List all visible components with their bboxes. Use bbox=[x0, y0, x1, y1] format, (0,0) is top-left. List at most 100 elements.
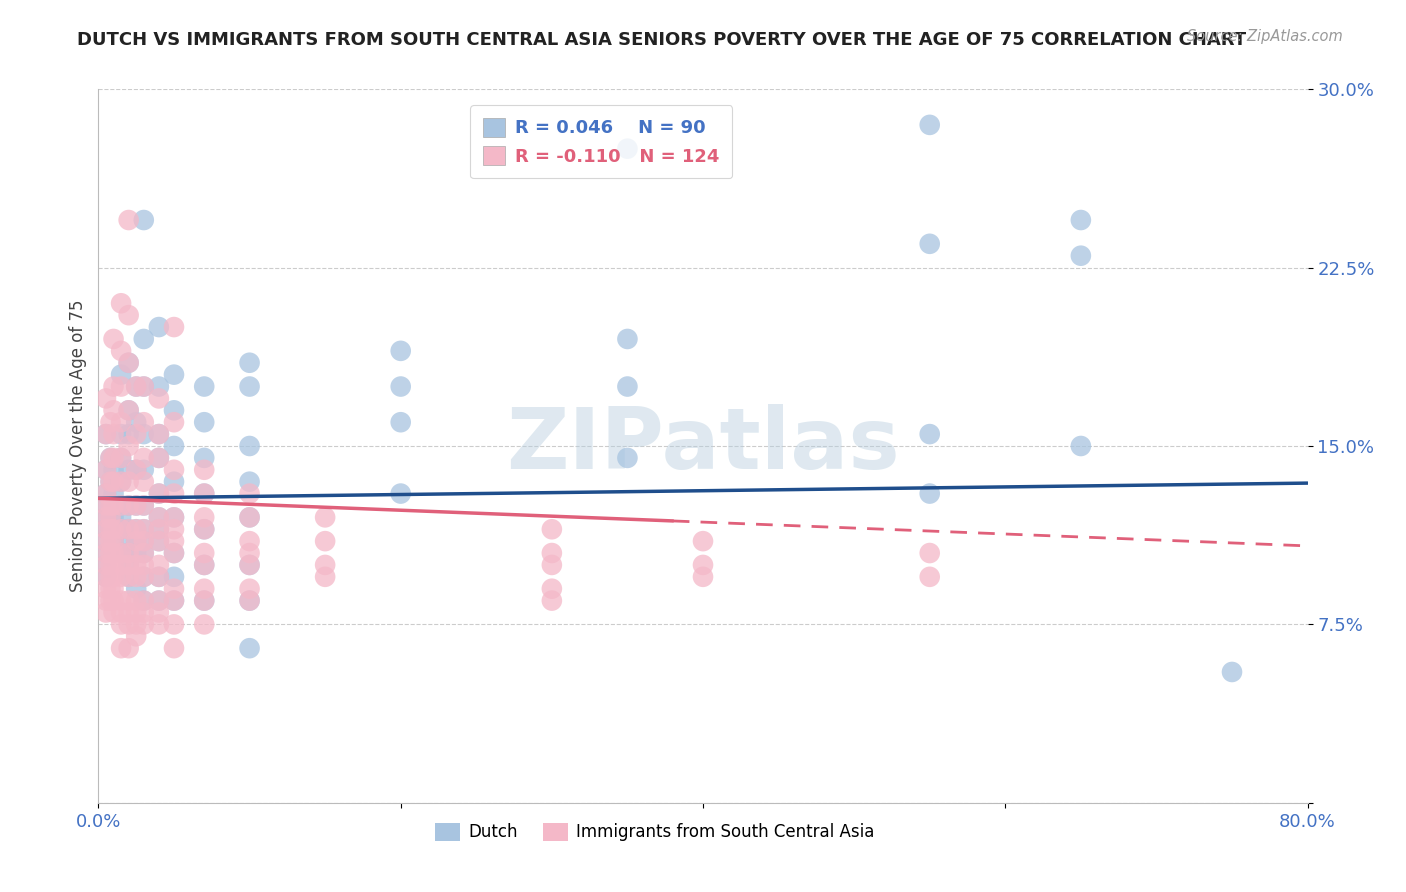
Point bbox=[110, 522, 132, 536]
Point bbox=[100, 522, 122, 536]
Point bbox=[540, 546, 562, 560]
Point bbox=[118, 439, 141, 453]
Point bbox=[132, 213, 155, 227]
Point bbox=[118, 558, 141, 572]
Point bbox=[118, 558, 141, 572]
Point bbox=[132, 606, 155, 620]
Text: DUTCH VS IMMIGRANTS FROM SOUTH CENTRAL ASIA SENIORS POVERTY OVER THE AGE OF 75 C: DUTCH VS IMMIGRANTS FROM SOUTH CENTRAL A… bbox=[77, 31, 1247, 49]
Point bbox=[163, 593, 186, 607]
Point bbox=[103, 499, 125, 513]
Point bbox=[163, 403, 186, 417]
Point bbox=[94, 427, 117, 442]
Point bbox=[148, 570, 170, 584]
Point bbox=[692, 570, 714, 584]
Point bbox=[193, 558, 215, 572]
Point bbox=[148, 427, 170, 442]
Point bbox=[125, 522, 148, 536]
Point bbox=[918, 570, 941, 584]
Point bbox=[132, 522, 155, 536]
Point bbox=[103, 606, 125, 620]
Point bbox=[110, 427, 132, 442]
Point bbox=[118, 475, 141, 489]
Point bbox=[94, 427, 117, 442]
Point bbox=[103, 534, 125, 549]
Point bbox=[118, 534, 141, 549]
Point bbox=[148, 593, 170, 607]
Point bbox=[163, 522, 186, 536]
Point bbox=[103, 522, 125, 536]
Point bbox=[193, 415, 215, 429]
Point bbox=[239, 546, 262, 560]
Point bbox=[100, 593, 122, 607]
Point bbox=[163, 368, 186, 382]
Point bbox=[193, 617, 215, 632]
Point bbox=[540, 522, 562, 536]
Point bbox=[148, 510, 170, 524]
Point bbox=[163, 534, 186, 549]
Point bbox=[100, 570, 122, 584]
Point bbox=[100, 450, 122, 465]
Point bbox=[94, 534, 117, 549]
Point bbox=[193, 522, 215, 536]
Point bbox=[132, 332, 155, 346]
Point bbox=[540, 593, 562, 607]
Point bbox=[616, 332, 638, 346]
Point bbox=[239, 510, 262, 524]
Point bbox=[148, 534, 170, 549]
Point bbox=[193, 593, 215, 607]
Point bbox=[148, 617, 170, 632]
Point bbox=[103, 332, 125, 346]
Point bbox=[118, 593, 141, 607]
Point bbox=[132, 463, 155, 477]
Point bbox=[103, 450, 125, 465]
Point bbox=[110, 617, 132, 632]
Point bbox=[110, 499, 132, 513]
Point bbox=[118, 213, 141, 227]
Point bbox=[132, 499, 155, 513]
Point bbox=[118, 403, 141, 417]
Point bbox=[110, 379, 132, 393]
Point bbox=[918, 546, 941, 560]
Point bbox=[163, 546, 186, 560]
Point bbox=[118, 522, 141, 536]
Point bbox=[118, 499, 141, 513]
Point bbox=[239, 379, 262, 393]
Point bbox=[94, 522, 117, 536]
Point bbox=[125, 463, 148, 477]
Point bbox=[125, 522, 148, 536]
Point bbox=[125, 534, 148, 549]
Legend: Dutch, Immigrants from South Central Asia: Dutch, Immigrants from South Central Asi… bbox=[429, 816, 882, 848]
Point bbox=[125, 558, 148, 572]
Point bbox=[125, 379, 148, 393]
Y-axis label: Seniors Poverty Over the Age of 75: Seniors Poverty Over the Age of 75 bbox=[69, 300, 87, 592]
Point bbox=[103, 534, 125, 549]
Point bbox=[1220, 665, 1243, 679]
Point bbox=[239, 582, 262, 596]
Point bbox=[239, 593, 262, 607]
Point bbox=[103, 427, 125, 442]
Point bbox=[314, 510, 336, 524]
Point bbox=[163, 593, 186, 607]
Point bbox=[132, 570, 155, 584]
Point bbox=[100, 475, 122, 489]
Point bbox=[148, 450, 170, 465]
Point bbox=[163, 320, 186, 334]
Point bbox=[125, 534, 148, 549]
Point bbox=[100, 475, 122, 489]
Point bbox=[94, 392, 117, 406]
Point bbox=[193, 522, 215, 536]
Point bbox=[125, 463, 148, 477]
Point bbox=[163, 475, 186, 489]
Point bbox=[918, 118, 941, 132]
Point bbox=[110, 593, 132, 607]
Point bbox=[118, 546, 141, 560]
Point bbox=[118, 546, 141, 560]
Point bbox=[148, 320, 170, 334]
Point bbox=[103, 379, 125, 393]
Point bbox=[94, 558, 117, 572]
Point bbox=[110, 368, 132, 382]
Point bbox=[1070, 213, 1092, 227]
Point bbox=[110, 475, 132, 489]
Point bbox=[118, 427, 141, 442]
Point bbox=[94, 499, 117, 513]
